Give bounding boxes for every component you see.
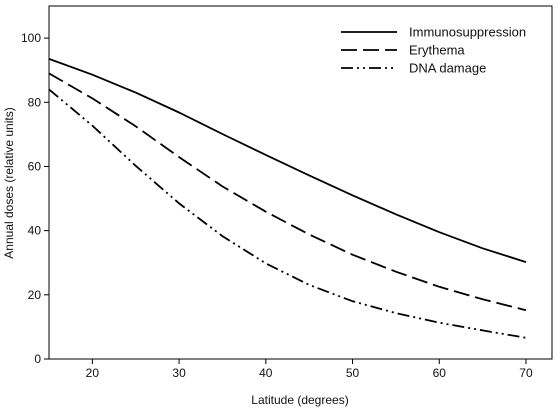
x-tick-label: 60 [433, 366, 447, 380]
series-line-immunosuppression [48, 58, 527, 263]
series-line-erythema [48, 72, 527, 312]
x-tick-label: 40 [259, 366, 273, 380]
legend: Immunosuppression Erythema DNA damage [341, 25, 526, 76]
y-tick-label: 0 [34, 352, 41, 366]
legend-label-dna-damage: DNA damage [409, 61, 486, 76]
series-line-dna-damage [48, 88, 527, 339]
y-axis-title: Annual doses (relative units) [2, 107, 16, 258]
x-axis-title: Latitude (degrees) [251, 393, 348, 407]
x-tick-label: 30 [172, 366, 186, 380]
y-tick-label: 60 [28, 159, 42, 173]
x-tick-label: 20 [86, 366, 100, 380]
y-tick-label: 100 [21, 31, 41, 45]
x-tick-label: 70 [519, 366, 533, 380]
series-group [48, 58, 527, 339]
y-tick-label: 40 [28, 224, 42, 238]
y-tick-label: 80 [28, 95, 42, 109]
plot-frame [48, 5, 553, 360]
legend-label-erythema: Erythema [409, 43, 465, 58]
legend-label-immunosuppression: Immunosuppression [409, 25, 526, 40]
y-tick-label: 20 [28, 288, 42, 302]
x-tick-label: 50 [346, 366, 360, 380]
x-axis: 20 30 40 50 60 70 [86, 359, 533, 380]
y-axis: 0 20 40 60 80 100 [21, 31, 49, 366]
